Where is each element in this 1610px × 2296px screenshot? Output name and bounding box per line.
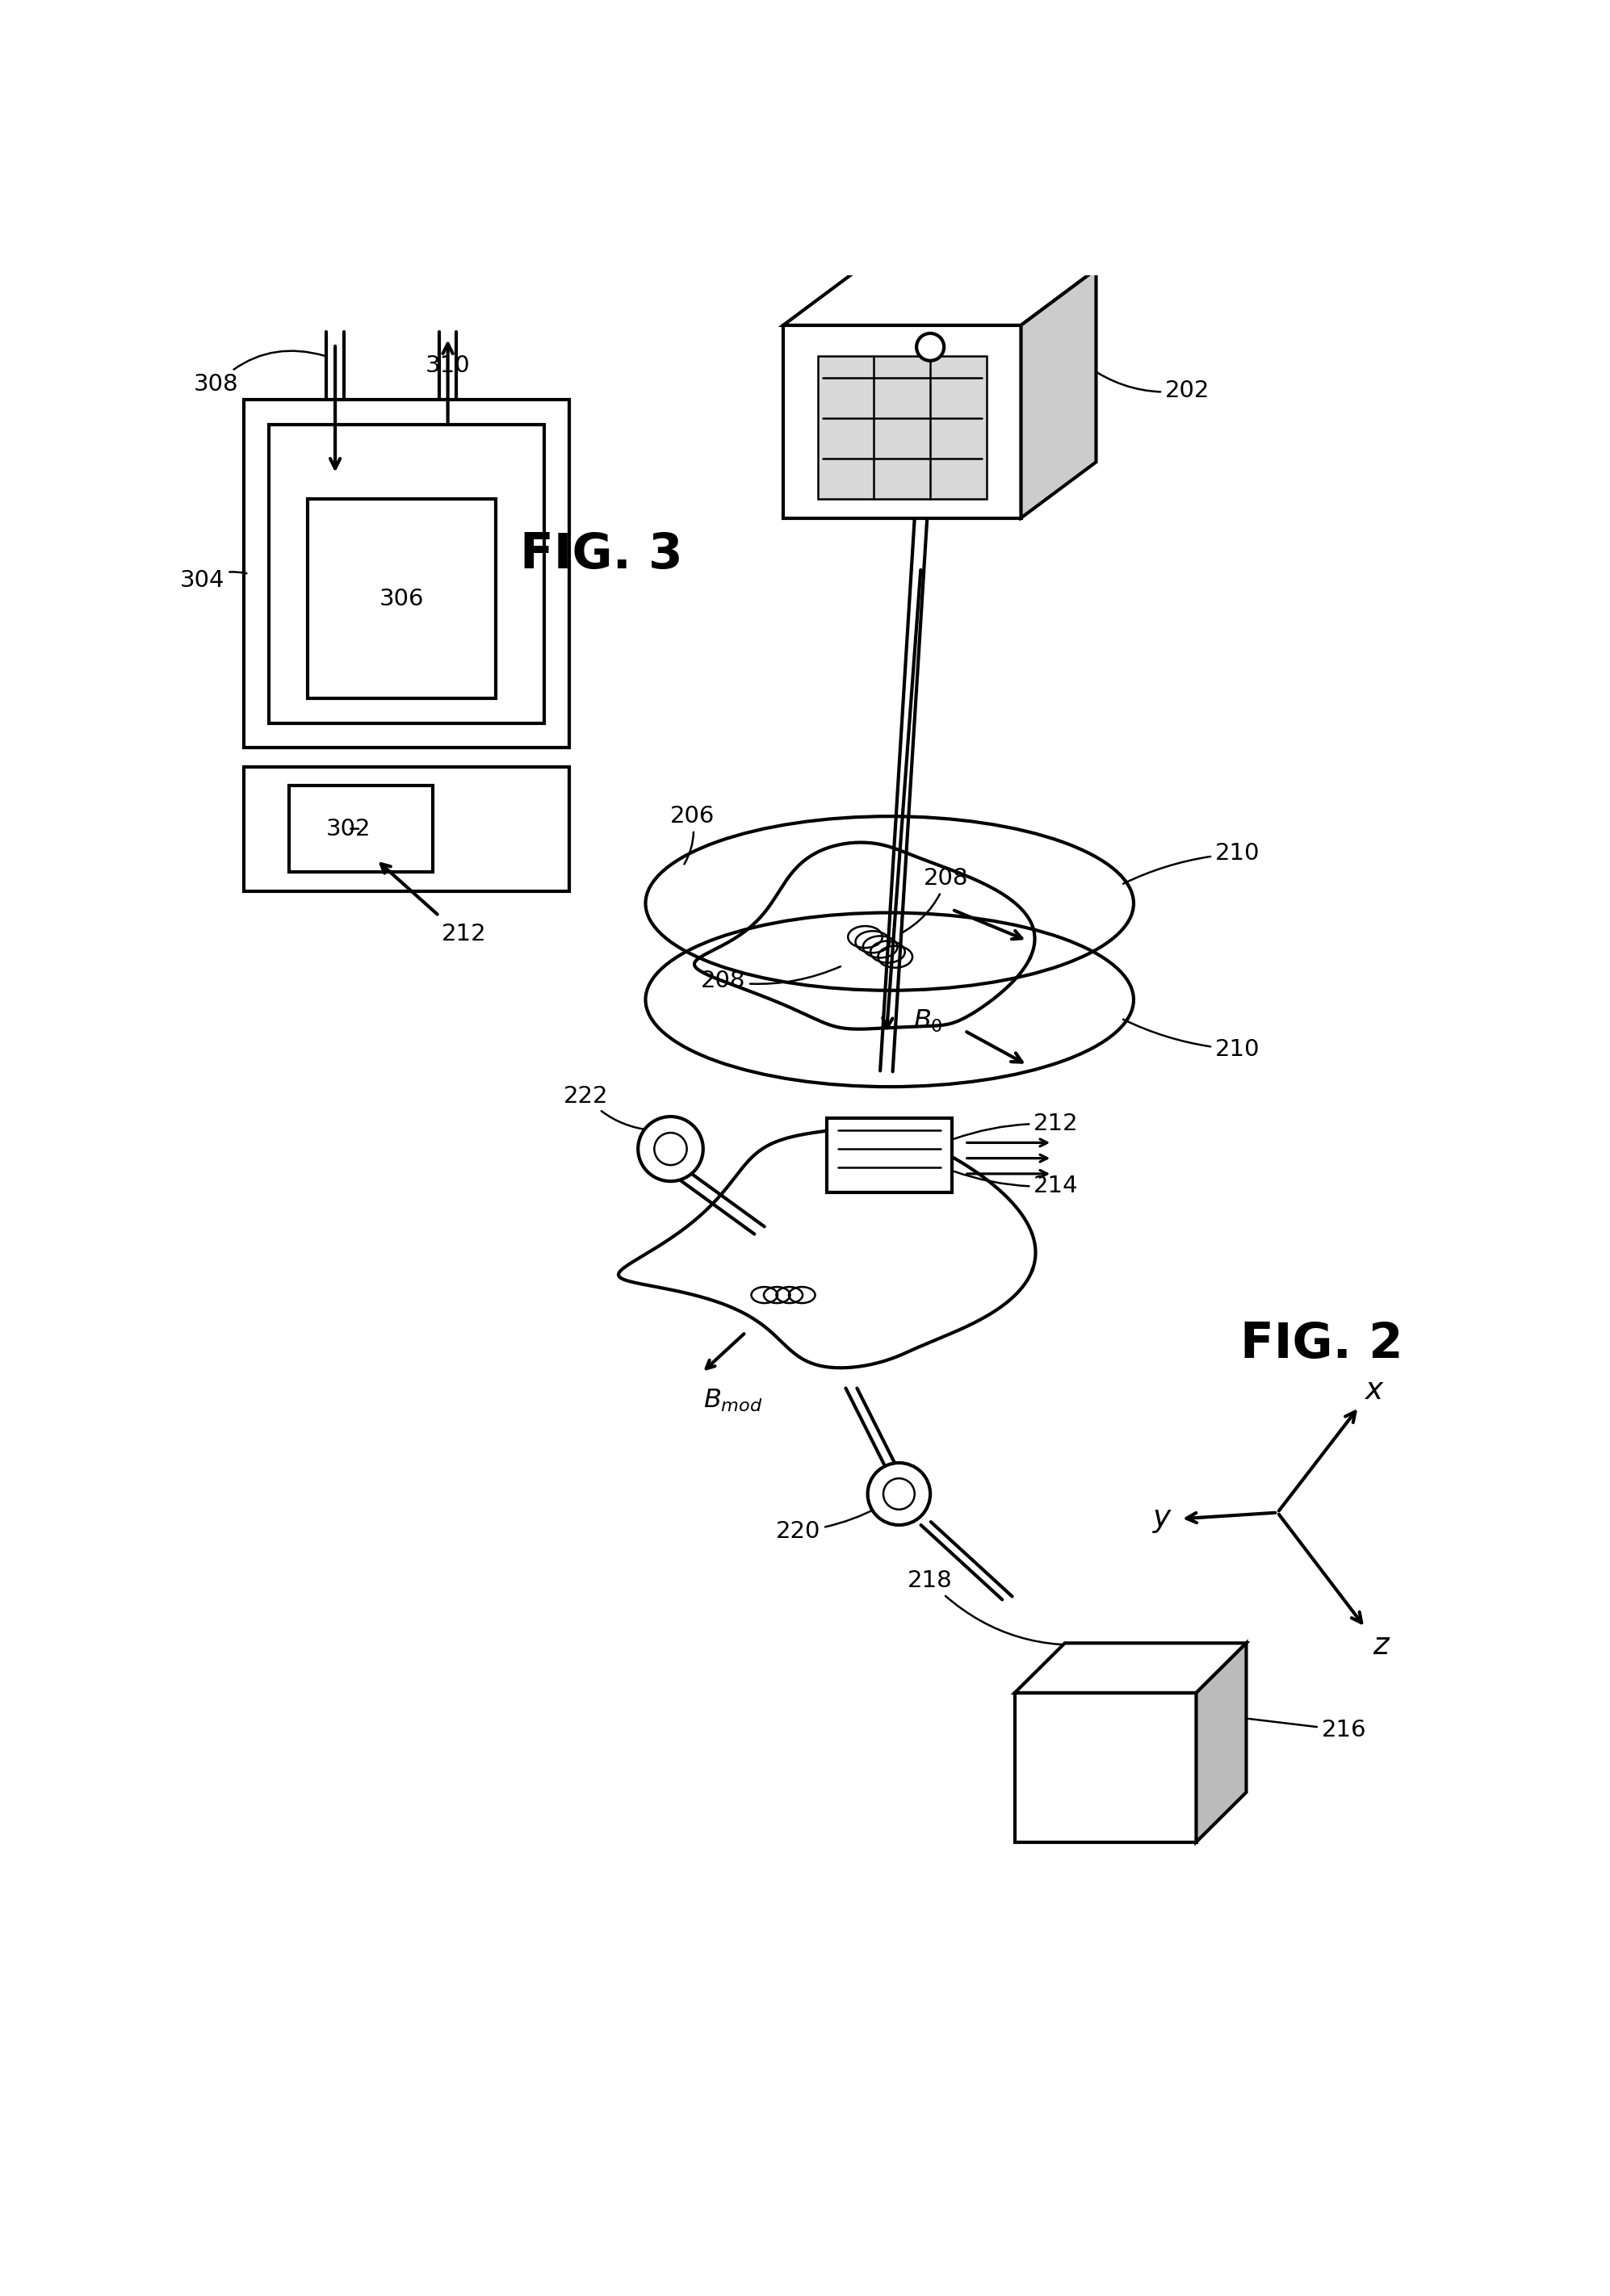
Text: FIG. 3: FIG. 3	[520, 530, 683, 579]
Polygon shape	[782, 326, 1021, 519]
Text: x: x	[1365, 1378, 1383, 1405]
Polygon shape	[782, 269, 1096, 326]
Text: 214: 214	[955, 1171, 1079, 1199]
Text: 308: 308	[193, 351, 324, 395]
Text: FIG. 2: FIG. 2	[1240, 1320, 1402, 1368]
Text: z: z	[1373, 1632, 1389, 1660]
Bar	[243, 400, 570, 748]
Text: 206: 206	[670, 806, 715, 863]
Polygon shape	[1014, 1644, 1246, 1692]
Text: $B_0$: $B_0$	[913, 1008, 943, 1035]
Bar	[818, 356, 987, 498]
Bar	[1014, 1692, 1196, 1841]
Circle shape	[638, 1116, 704, 1180]
Text: 212: 212	[955, 1114, 1079, 1139]
Bar	[828, 1118, 952, 1192]
Text: 212: 212	[441, 923, 486, 946]
Text: 310: 310	[425, 349, 470, 377]
Circle shape	[916, 333, 943, 360]
Text: $B_{mod}$: $B_{mod}$	[704, 1387, 763, 1414]
Polygon shape	[1196, 1644, 1246, 1841]
Text: 304: 304	[180, 569, 246, 592]
Polygon shape	[1021, 269, 1096, 519]
Text: 208: 208	[700, 967, 840, 992]
Text: 216: 216	[1243, 1717, 1367, 1740]
Text: 222: 222	[564, 1084, 649, 1130]
Bar	[308, 498, 496, 698]
Text: 210: 210	[1124, 843, 1259, 884]
Text: 306: 306	[378, 588, 423, 611]
Bar	[288, 785, 433, 872]
Text: 218: 218	[906, 1570, 1103, 1644]
Text: 210: 210	[1124, 1019, 1259, 1061]
Text: 220: 220	[776, 1508, 877, 1543]
Text: 202: 202	[1088, 367, 1209, 402]
Text: y: y	[1153, 1504, 1170, 1534]
Circle shape	[868, 1463, 931, 1525]
Text: 208: 208	[902, 868, 969, 934]
Bar	[269, 425, 544, 723]
Bar	[243, 767, 570, 891]
Text: 204: 204	[939, 298, 1056, 342]
Text: 302: 302	[325, 817, 370, 840]
